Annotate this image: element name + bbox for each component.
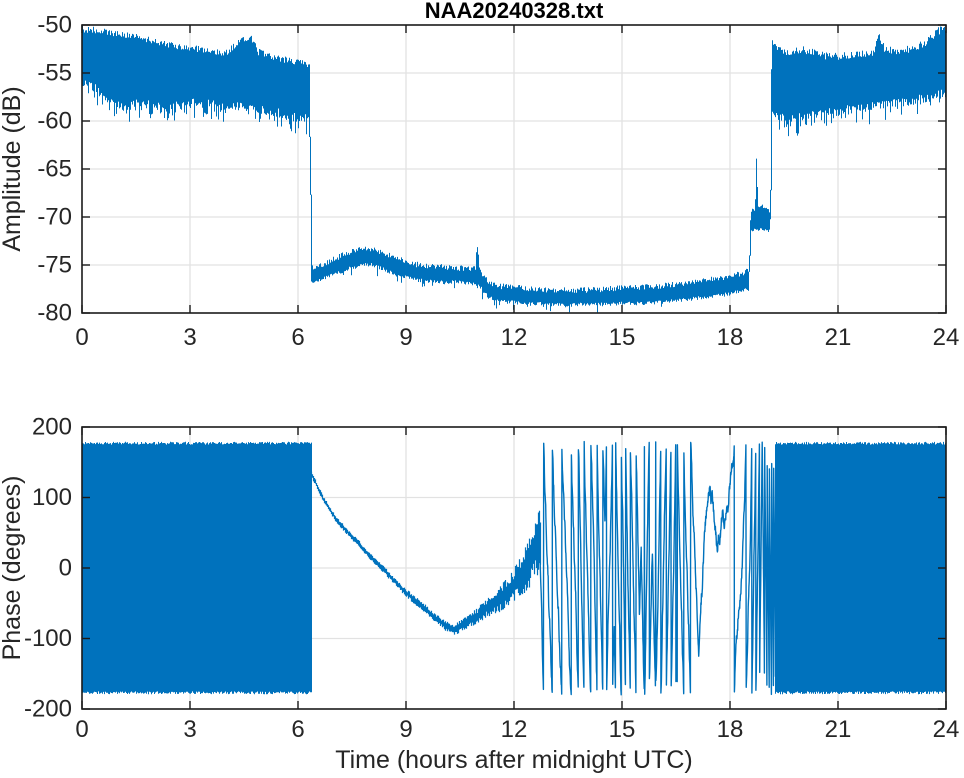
x-tick-label: 3 bbox=[183, 324, 196, 351]
x-tick-label: 12 bbox=[501, 716, 528, 743]
x-tick-label: 21 bbox=[825, 716, 852, 743]
y-tick-label: 0 bbox=[59, 555, 72, 582]
axes-box bbox=[81, 24, 947, 314]
phase-chaos-path bbox=[539, 440, 778, 696]
x-tick-label: 24 bbox=[933, 716, 960, 743]
x-tick-label: 18 bbox=[717, 716, 744, 743]
x-tick-label: 9 bbox=[399, 716, 412, 743]
phase-trend-path bbox=[310, 471, 542, 635]
time-xlabel: Time (hours after midnight UTC) bbox=[335, 746, 693, 774]
y-tick-label: -50 bbox=[37, 12, 72, 39]
phase-noise-early-path bbox=[82, 441, 312, 695]
x-tick-label: 9 bbox=[399, 324, 412, 351]
x-tick-label: 3 bbox=[183, 716, 196, 743]
x-tick-label: 21 bbox=[825, 324, 852, 351]
x-tick-label: 6 bbox=[291, 716, 304, 743]
x-tick-label: 12 bbox=[501, 324, 528, 351]
tick-labels: 0 3 6 9 12 15 18 21 24 -50 -55 -60 -65 -70 -75 -80 bbox=[37, 12, 959, 352]
y-tick-label: 100 bbox=[32, 484, 72, 511]
x-tick-label: 0 bbox=[75, 324, 88, 351]
y-tick-label: -100 bbox=[24, 625, 72, 652]
phase-ylabel: Phase (degrees) bbox=[0, 476, 26, 661]
phase-noise-late-path bbox=[775, 441, 946, 695]
y-tick-label: -55 bbox=[37, 60, 72, 87]
y-tick-label: -70 bbox=[37, 204, 72, 231]
amplitude-axes: 0 3 6 9 12 15 18 21 24 -50 -55 -60 -65 -70 -75 -80 bbox=[37, 12, 959, 352]
x-tick-label: 6 bbox=[291, 324, 304, 351]
x-tick-label: 15 bbox=[609, 324, 636, 351]
y-tick-label: -200 bbox=[24, 696, 72, 723]
grid-lines bbox=[82, 25, 946, 313]
y-tick-label: -65 bbox=[37, 156, 72, 183]
figure-title: NAA20240328.txt bbox=[425, 0, 604, 23]
phase-axes: 0 3 6 9 12 15 18 21 24 200 100 0 -100 -200 bbox=[24, 414, 959, 744]
x-tick-label: 0 bbox=[75, 716, 88, 743]
phase-series bbox=[82, 440, 946, 696]
axes-box bbox=[81, 426, 947, 710]
x-tick-label: 15 bbox=[609, 716, 636, 743]
y-tick-label: -60 bbox=[37, 108, 72, 135]
amplitude-ylabel: Amplitude (dB) bbox=[0, 86, 26, 251]
y-tick-label: -80 bbox=[37, 300, 72, 327]
tick-labels: 0 3 6 9 12 15 18 21 24 200 100 0 -100 -200 bbox=[24, 414, 959, 744]
y-tick-label: 200 bbox=[32, 414, 72, 441]
y-tick-label: -75 bbox=[37, 252, 72, 279]
x-tick-label: 18 bbox=[717, 324, 744, 351]
x-tick-label: 24 bbox=[933, 324, 960, 351]
